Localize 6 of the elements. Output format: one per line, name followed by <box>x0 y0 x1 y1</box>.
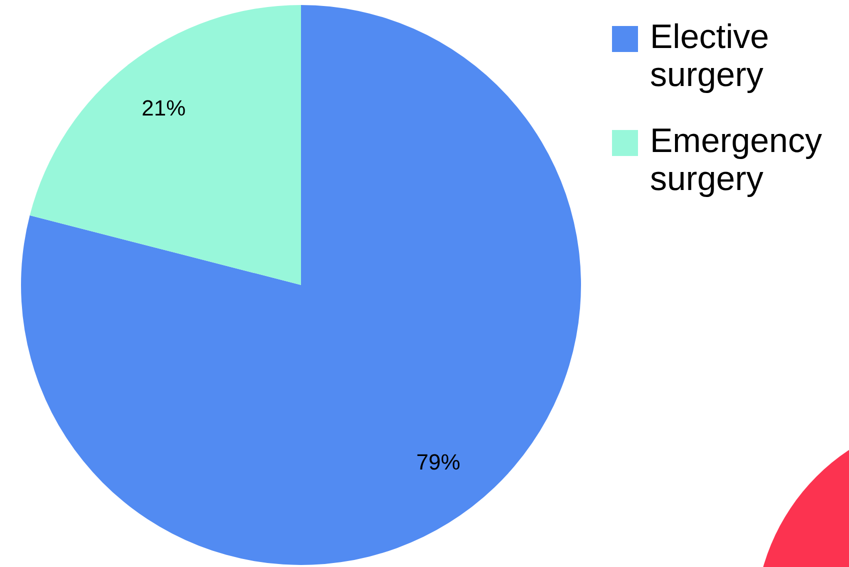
data-label: 21% <box>142 96 186 121</box>
pie-slice <box>21 5 581 565</box>
legend-label: Elective surgery <box>650 18 770 94</box>
data-label: 79% <box>416 449 460 474</box>
legend-label: Emergency surgery <box>650 122 823 198</box>
pie-slice <box>30 5 301 285</box>
